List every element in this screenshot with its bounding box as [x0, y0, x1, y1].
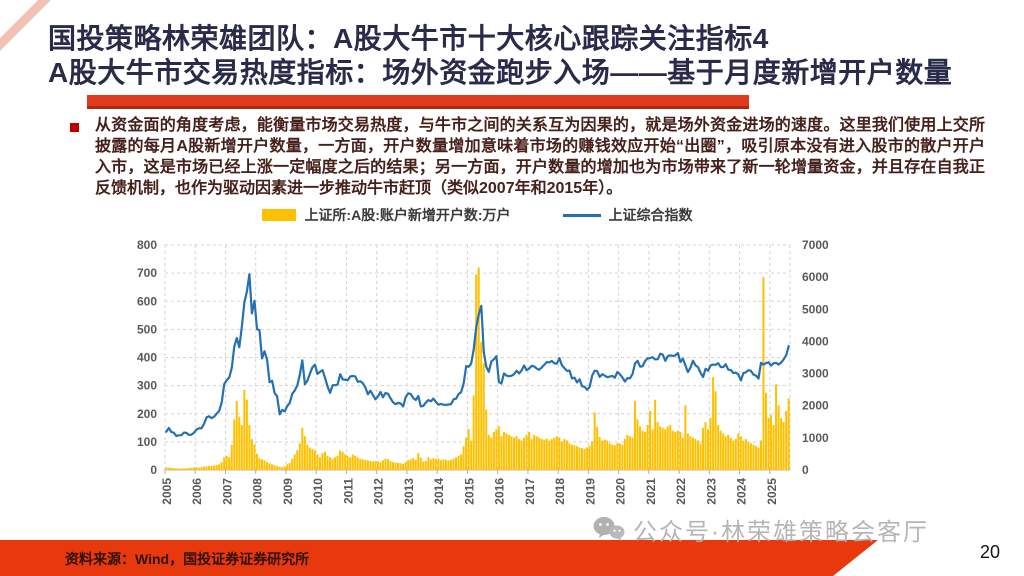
bar-series-label: 上证所:A股:账户新增开户数:万户: [304, 207, 511, 223]
corner-decoration: [0, 0, 56, 64]
svg-text:2018: 2018: [553, 478, 567, 505]
svg-text:5000: 5000: [802, 302, 829, 316]
page-number: 20: [980, 542, 1001, 562]
svg-text:100: 100: [137, 435, 157, 449]
svg-text:200: 200: [137, 407, 157, 421]
svg-text:4000: 4000: [802, 334, 829, 348]
legend-item-bars: 上证所:A股:账户新增开户数:万户: [262, 205, 511, 225]
svg-text:2012: 2012: [372, 478, 386, 505]
source-note: 资料来源：Wind，国投证券证券研究所: [65, 551, 310, 567]
svg-text:2020: 2020: [614, 478, 628, 505]
svg-text:2019: 2019: [583, 478, 597, 505]
bullet-square: [70, 123, 79, 132]
combo-chart: 2005 2006 2007 2008 2009 2010 2011 2012 2013 2014…: [137, 238, 829, 505]
svg-text:6000: 6000: [802, 270, 829, 284]
svg-text:2008: 2008: [251, 478, 265, 505]
svg-text:0: 0: [150, 463, 157, 477]
title-underline-bar: [87, 95, 749, 109]
legend-item-line: 上证综合指数: [562, 205, 693, 225]
svg-text:7000: 7000: [802, 238, 829, 252]
footer-band: [0, 540, 878, 576]
svg-text:2013: 2013: [402, 478, 416, 505]
svg-text:800: 800: [137, 238, 157, 252]
svg-text:2017: 2017: [523, 478, 537, 505]
svg-text:2009: 2009: [281, 478, 295, 505]
svg-text:0: 0: [802, 463, 809, 477]
title-line-2: A股大牛市交易热度指标：场外资金跑步入场——基于月度新增开户数量: [48, 57, 953, 88]
svg-text:300: 300: [137, 379, 157, 393]
svg-text:2010: 2010: [311, 478, 325, 505]
svg-text:600: 600: [137, 294, 157, 308]
svg-text:2022: 2022: [674, 478, 688, 505]
svg-text:2014: 2014: [432, 478, 446, 505]
chart-legend: 上证所:A股:账户新增开户数:万户 上证综合指数: [165, 203, 790, 227]
svg-text:2021: 2021: [644, 478, 658, 505]
watermark-text: 公众号·林荣雄策略会客厅: [633, 519, 929, 546]
svg-text:2006: 2006: [190, 478, 204, 505]
line-series-label: 上证综合指数: [608, 207, 693, 223]
watermark: 公众号·林荣雄策略会客厅: [593, 512, 929, 547]
svg-text:1000: 1000: [802, 431, 829, 445]
svg-text:2005: 2005: [160, 478, 174, 505]
wechat-icon: [593, 517, 625, 541]
svg-text:2025: 2025: [765, 478, 779, 505]
svg-text:2016: 2016: [493, 478, 507, 505]
svg-text:3000: 3000: [802, 367, 829, 381]
svg-text:2011: 2011: [341, 478, 355, 504]
svg-text:2024: 2024: [735, 478, 749, 505]
line-series-swatch: [562, 213, 601, 217]
svg-text:400: 400: [137, 351, 157, 365]
svg-text:500: 500: [137, 322, 157, 336]
svg-text:2023: 2023: [704, 478, 718, 505]
svg-text:2007: 2007: [220, 478, 234, 505]
svg-text:700: 700: [137, 266, 157, 280]
bar-series-swatch: [262, 209, 297, 221]
svg-text:2000: 2000: [802, 399, 829, 413]
page-title: 国投策略林荣雄团队：A股大牛市十大核心跟踪关注指标4 A股大牛市交易热度指标：场…: [48, 22, 1008, 90]
body-paragraph: 从资金面的角度考虑，能衡量市场交易热度，与牛市之间的关系互为因果的，就是场外资金…: [95, 117, 985, 197]
title-line-1: 国投策略林荣雄团队：A股大牛市十大核心跟踪关注指标4: [48, 23, 769, 54]
svg-text:2015: 2015: [462, 478, 476, 505]
